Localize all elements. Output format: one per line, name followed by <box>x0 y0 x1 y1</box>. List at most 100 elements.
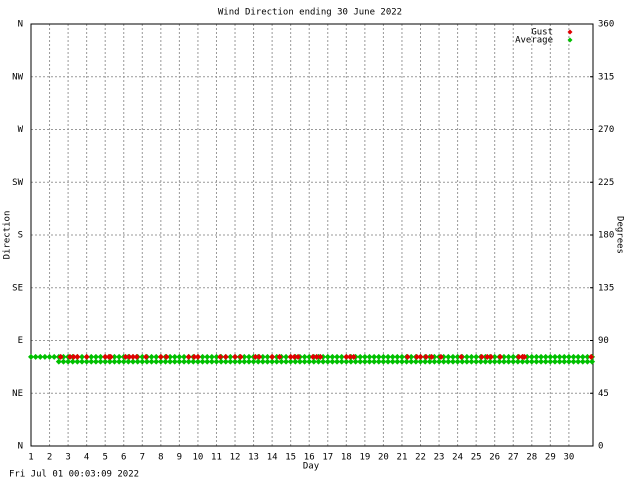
point <box>259 358 266 365</box>
point <box>264 358 271 365</box>
point <box>515 353 522 360</box>
point <box>245 353 252 360</box>
point <box>389 353 396 360</box>
point <box>102 358 109 365</box>
point <box>102 353 109 360</box>
y-axis-label: Direction <box>3 211 13 260</box>
point <box>269 353 276 360</box>
point <box>500 358 507 365</box>
point <box>449 353 456 360</box>
point <box>125 358 132 365</box>
x-tick-label: 17 <box>322 453 333 463</box>
point <box>454 358 461 365</box>
x-tick-label: 27 <box>508 453 519 463</box>
point <box>278 358 285 365</box>
point <box>204 358 211 365</box>
point <box>269 358 276 365</box>
x-tick-label: 13 <box>248 453 259 463</box>
point <box>371 358 378 365</box>
point <box>394 353 401 360</box>
y-tick-label: SE <box>12 283 23 293</box>
point <box>57 353 64 360</box>
point <box>445 353 452 360</box>
x-tick-label: 28 <box>526 453 537 463</box>
point <box>413 353 420 360</box>
point <box>542 353 549 360</box>
point <box>338 353 345 360</box>
point <box>283 353 290 360</box>
point <box>366 358 373 365</box>
point <box>232 353 239 360</box>
point <box>589 358 596 365</box>
point <box>276 353 283 360</box>
point <box>436 358 443 365</box>
y2-tick-label: 360 <box>598 20 614 30</box>
plot-frame <box>30 23 594 447</box>
point <box>163 353 170 360</box>
point <box>366 353 373 360</box>
point <box>491 358 498 365</box>
point <box>505 358 512 365</box>
point <box>306 353 313 360</box>
point <box>584 358 591 365</box>
point <box>317 353 324 360</box>
point <box>171 353 178 360</box>
point <box>423 353 430 360</box>
point <box>139 353 146 360</box>
point <box>445 358 452 365</box>
point <box>51 353 58 360</box>
point <box>139 358 146 365</box>
point <box>217 353 224 360</box>
x-tick-label: 29 <box>545 453 556 463</box>
point <box>533 353 540 360</box>
point <box>245 358 252 365</box>
point <box>111 353 118 360</box>
point <box>551 358 558 365</box>
point <box>320 358 327 365</box>
point <box>329 358 336 365</box>
point <box>547 358 554 365</box>
x-tick-label: 6 <box>121 453 126 463</box>
point <box>385 358 392 365</box>
point <box>519 358 526 365</box>
point <box>295 353 302 360</box>
x-tick-label: 18 <box>341 453 352 463</box>
point <box>556 358 563 365</box>
legend-marker <box>567 29 573 35</box>
point <box>398 353 405 360</box>
point <box>463 353 470 360</box>
point <box>380 358 387 365</box>
point <box>194 353 201 360</box>
point <box>287 353 294 360</box>
legend-marker <box>567 37 573 43</box>
point <box>528 358 535 365</box>
point <box>237 353 244 360</box>
point <box>350 353 357 360</box>
chart-title: Wind Direction ending 30 June 2022 <box>218 8 402 18</box>
point <box>477 358 484 365</box>
point <box>60 358 67 365</box>
point <box>70 353 77 360</box>
point <box>218 358 225 365</box>
point <box>329 353 336 360</box>
point <box>459 358 466 365</box>
point <box>347 358 354 365</box>
y2-axis-label: Degrees <box>615 216 625 254</box>
point <box>227 358 234 365</box>
point <box>162 358 169 365</box>
point <box>584 353 591 360</box>
point <box>66 353 73 360</box>
y2-tick-label: 0 <box>598 442 603 452</box>
point <box>153 358 160 365</box>
point <box>208 353 215 360</box>
point <box>468 353 475 360</box>
point <box>422 358 429 365</box>
point <box>579 358 586 365</box>
point <box>500 353 507 360</box>
x-tick-label: 3 <box>65 453 70 463</box>
y-tick-label: NW <box>12 72 23 82</box>
point <box>69 358 76 365</box>
point <box>403 358 410 365</box>
point <box>74 353 81 360</box>
